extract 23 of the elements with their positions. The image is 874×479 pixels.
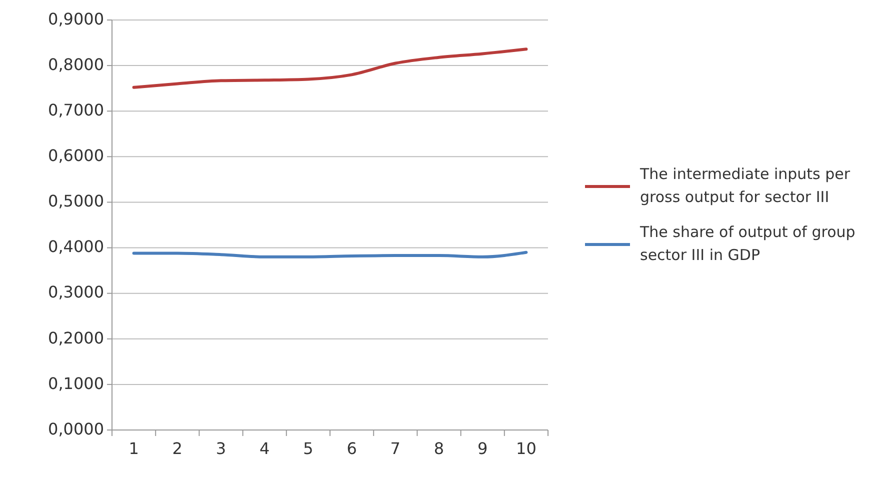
x-tick-label: 9 xyxy=(478,439,488,458)
x-tick-label: 2 xyxy=(172,439,182,458)
x-tick-label: 7 xyxy=(390,439,400,458)
x-tick-label: 1 xyxy=(128,439,139,458)
x-tick-label: 6 xyxy=(346,439,357,458)
x-tick-label: 10 xyxy=(516,439,536,458)
y-tick-label: 0,5000 xyxy=(48,192,104,211)
x-tick-label: 4 xyxy=(260,439,270,458)
y-tick-label: 0,2000 xyxy=(48,328,104,348)
y-tick-label: 0,1000 xyxy=(48,374,104,393)
y-tick-label: 0,3000 xyxy=(48,282,104,302)
y-tick-label: 0,8000 xyxy=(48,54,104,74)
y-tick-label: 0,9000 xyxy=(48,9,104,28)
y-tick-label: 0,0000 xyxy=(48,419,104,438)
y-tick-label: 0,7000 xyxy=(48,100,104,120)
y-tick-label: 0,6000 xyxy=(48,146,104,166)
x-tick-label: 8 xyxy=(434,439,444,458)
x-tick-label: 3 xyxy=(216,439,226,458)
legend-label: The share of output of group sector III in GDP xyxy=(639,223,856,264)
x-tick-label: 5 xyxy=(303,439,314,458)
line-series xyxy=(132,48,528,89)
y-tick-label: 0,4000 xyxy=(48,237,104,256)
legend-label: The intermediate inputs per gross output for sector III xyxy=(639,165,851,206)
